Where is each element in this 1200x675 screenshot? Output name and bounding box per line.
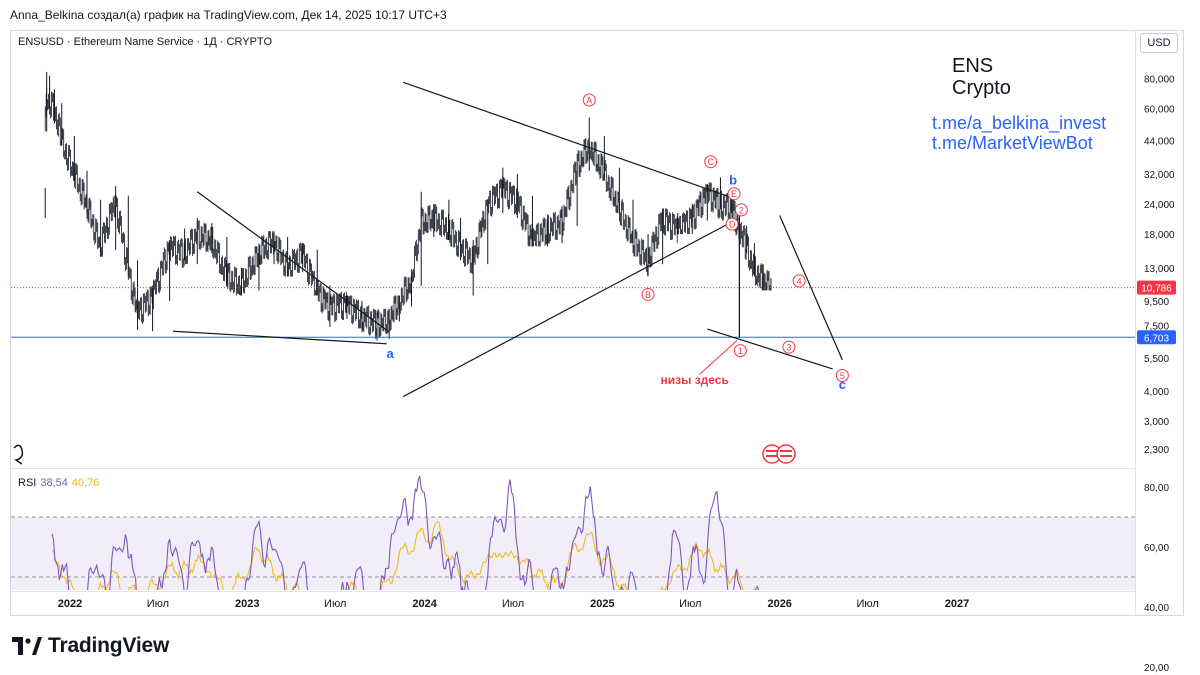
trend-line <box>779 215 843 361</box>
scroll-handle-icon[interactable] <box>13 444 24 465</box>
rsi-legend: RSI 38,54 40,76 <box>18 477 99 489</box>
wave-label-circle <box>582 93 596 107</box>
wave-label: 2 <box>739 205 744 215</box>
wave-label: D <box>729 220 736 230</box>
time-tick-label: 2025 <box>590 598 614 610</box>
watermark-line2: Crypto <box>952 77 1011 99</box>
price-tag-label: 10,786 <box>1141 284 1172 295</box>
us-flag-icon[interactable] <box>776 444 796 464</box>
watermark-title: ENS Crypto <box>952 55 1011 99</box>
trend-line <box>172 330 387 345</box>
wave-label: b <box>729 173 737 188</box>
wave-labels-layer: A B C D E 1 2 3 4 5 a b c низы здесь <box>386 93 849 392</box>
rsi-tick-label: 20,00 <box>1144 663 1169 674</box>
price-tick-label: 4,000 <box>1144 387 1169 398</box>
wave-label: A <box>586 95 592 105</box>
time-tick-label: 2027 <box>945 598 969 610</box>
time-tick-label: 2026 <box>767 598 791 610</box>
price-tick-label: 2,300 <box>1144 445 1169 456</box>
rsi-tick-label: 60,00 <box>1144 543 1169 554</box>
wave-label-circle <box>733 344 747 358</box>
price-tick-label: 24,000 <box>1144 200 1175 211</box>
rsi-line <box>51 475 760 590</box>
rsi-ma-value: 40,76 <box>71 477 100 489</box>
price-tag-label: 6,703 <box>1144 333 1169 344</box>
author-header: Anna_Belkina создал(а) график на Trading… <box>10 8 447 22</box>
pane-separator[interactable] <box>11 468 1135 469</box>
wave-label-circle <box>734 203 748 217</box>
wave-label: a <box>386 346 394 361</box>
rsi-ma-line <box>51 520 756 590</box>
trend-line <box>403 81 733 199</box>
wave-label-circle <box>704 155 718 169</box>
wave-label: 1 <box>738 346 743 356</box>
price-tick-label: 7,500 <box>1144 322 1169 333</box>
time-tick-label: Июл <box>502 598 524 610</box>
axes-layer: 80,00060,00044,00032,00024,00018,00013,0… <box>58 74 1176 674</box>
time-tick-label: 2024 <box>412 598 437 610</box>
telegram-link-1[interactable]: t.me/a_belkina_invest <box>932 113 1107 133</box>
wave-label: 3 <box>786 343 791 353</box>
wave-label-circle <box>725 217 739 231</box>
tradingview-brand[interactable]: TradingView <box>12 634 169 658</box>
time-axis-border[interactable] <box>11 591 1135 592</box>
wave-label: c <box>839 377 846 392</box>
flag-stripe <box>766 450 778 452</box>
wave-label: B <box>645 290 651 300</box>
price-tick-label: 44,000 <box>1144 137 1175 148</box>
time-tick-label: Июл <box>147 598 169 610</box>
trend-line <box>707 328 833 370</box>
symbol-title[interactable]: ENSUSD · Ethereum Name Service · 1Д · CR… <box>18 36 272 48</box>
price-axis-border[interactable] <box>1135 31 1136 615</box>
wave-label: E <box>731 189 737 199</box>
time-tick-label: Июл <box>856 598 878 610</box>
price-tick-label: 3,000 <box>1144 417 1169 428</box>
tradingview-logo-icon <box>12 637 42 655</box>
flag-stripe <box>780 450 792 452</box>
time-tick-label: Июл <box>324 598 346 610</box>
annotation-arrow <box>699 340 738 375</box>
wave-label-circle <box>782 340 796 354</box>
rsi-tick-label: 40,00 <box>1144 603 1169 614</box>
wave-label-circle <box>727 187 741 201</box>
wave-label-circle <box>835 368 849 382</box>
price-tick-label: 32,000 <box>1144 170 1175 181</box>
brand-name: TradingView <box>48 634 170 657</box>
flag-icons[interactable] <box>762 444 796 464</box>
currency-button[interactable]: USD <box>1140 33 1178 53</box>
wave-label: C <box>707 157 714 167</box>
price-tag <box>1137 330 1176 345</box>
wave-label: 4 <box>797 276 802 286</box>
price-tick-label: 5,500 <box>1144 354 1169 365</box>
chart-frame <box>10 30 1184 616</box>
trend-line <box>402 219 735 398</box>
price-tick-label: 80,000 <box>1144 74 1175 85</box>
rsi-tick-label: 80,00 <box>1144 483 1169 494</box>
scroll-handle-icon[interactable] <box>13 444 24 465</box>
telegram-link-2[interactable]: t.me/MarketViewBot <box>932 133 1093 153</box>
time-tick-label: Июл <box>679 598 701 610</box>
drawings-layer <box>11 81 1135 398</box>
rsi-label: RSI <box>18 477 37 489</box>
time-tick-label: 2022 <box>58 598 82 610</box>
rsi-value: 38,54 <box>40 477 68 489</box>
rsi-band <box>11 517 1135 590</box>
price-tag <box>1137 280 1176 295</box>
price-tick-label: 18,000 <box>1144 230 1175 241</box>
price-tick-label: 60,000 <box>1144 104 1175 115</box>
candles-layer <box>44 71 772 341</box>
watermark-line1: ENS <box>952 55 994 77</box>
flag-stripe <box>766 455 778 457</box>
wave-label-circle <box>641 287 655 301</box>
time-tick-label: 2023 <box>235 598 259 610</box>
annotation-text: низы здесь <box>661 373 729 387</box>
flag-stripe <box>780 455 792 457</box>
rsi-pane <box>11 475 1135 590</box>
price-tick-label: 13,000 <box>1144 264 1175 275</box>
wave-label-circle <box>792 274 806 288</box>
wave-label: 5 <box>840 371 845 381</box>
trend-line <box>196 191 390 333</box>
price-tick-label: 9,500 <box>1144 297 1169 308</box>
